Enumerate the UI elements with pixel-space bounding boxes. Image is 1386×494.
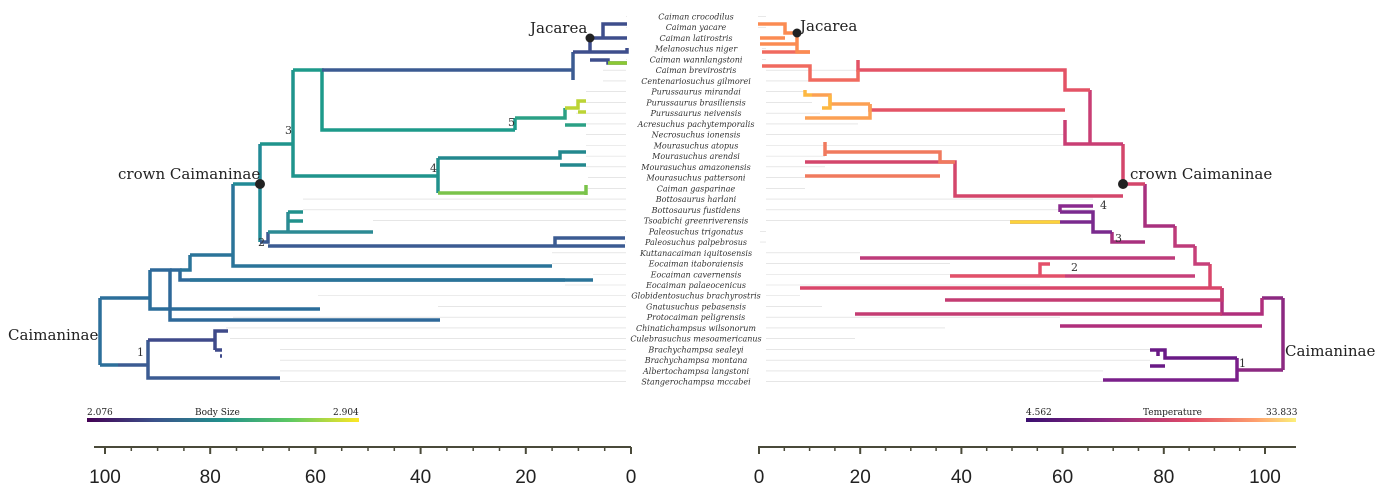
taxon-label: Eocaiman itaboraiensis	[648, 260, 744, 269]
jacarea-node-right	[792, 28, 802, 38]
taxon-label: Globidentosuchus brachyrostris	[631, 292, 761, 301]
taxon-label: Stangerochampsa mccabei	[641, 378, 751, 387]
taxon-label: Brachychampsa montana	[644, 356, 748, 365]
taxon-label: Caiman latirostris	[659, 34, 732, 43]
left-node-number-2: 2	[258, 236, 265, 249]
left-axis-tick-label: 40	[410, 467, 431, 488]
taxon-label: Caiman wannlangstoni	[650, 55, 743, 64]
taxon-label: Chinatichampsus wilsonorum	[636, 324, 756, 333]
jacarea-node-left	[585, 33, 595, 43]
right-node-number-4: 4	[1100, 199, 1107, 212]
clade-annotations: Jacarea Jacarea crown Caimaninae crown C…	[8, 17, 1375, 370]
crown-label-right: crown Caimaninae	[1130, 165, 1272, 183]
left-node-number-3: 3	[285, 124, 292, 137]
left-axis-tick-label: 20	[515, 467, 536, 488]
caimaninae-label-left: Caimaninae	[8, 326, 98, 344]
temperature-legend: 4.562 Temperature 33.833	[1026, 408, 1298, 422]
taxon-label: Mourasuchus amazonensis	[640, 163, 750, 172]
temperature-min: 4.562	[1026, 408, 1052, 418]
taxon-label: Purussaurus mirandai	[650, 88, 741, 97]
taxon-label: Purussaurus neivensis	[650, 109, 742, 118]
left-node-number-4: 4	[430, 162, 437, 175]
left-node-number-5: 5	[508, 116, 515, 129]
taxon-label: Necrosuchus ionensis	[651, 131, 741, 140]
taxon-label: Bottosaurus harlani	[655, 195, 737, 204]
crown-label-left: crown Caimaninae	[118, 165, 260, 183]
taxon-label: Brachychampsa sealeyi	[647, 345, 744, 354]
left-axis-tick-label: 80	[200, 467, 221, 488]
right-tree-temperature	[758, 22, 1285, 382]
jacarea-label-right: Jacarea	[798, 17, 857, 35]
taxon-label: Mourasuchus arendsi	[651, 152, 740, 161]
left-axis-tick-label: 60	[305, 467, 326, 488]
right-node-number-2: 2	[1071, 261, 1078, 274]
taxon-label: Paleosuchus trigonatus	[648, 227, 744, 236]
taxon-label: Caiman gasparinae	[657, 184, 736, 193]
right-node-number-3: 3	[1115, 232, 1122, 245]
taxon-label: Albertochampsa langstoni	[642, 367, 749, 376]
taxon-label: Caiman yacare	[666, 23, 727, 32]
taxon-label: Bottosaurus fustidens	[651, 206, 741, 215]
taxon-label: Melanosuchus niger	[654, 45, 738, 54]
left-axis-tick-label: 100	[89, 467, 121, 488]
body-size-colorbar	[87, 418, 359, 422]
taxon-label: Purussaurus brasiliensis	[645, 98, 745, 107]
temperature-title: Temperature	[1143, 408, 1202, 418]
jacarea-label-left: Jacarea	[528, 19, 587, 37]
body-size-max: 2.904	[333, 408, 359, 418]
left-time-axis: 100 80 60 40 20 0	[89, 446, 637, 488]
right-axis-tick-label: 20	[850, 467, 871, 488]
right-axis-tick-label: 0	[754, 467, 765, 488]
right-node-number-1: 1	[1239, 357, 1246, 370]
right-time-axis: 0 20 40 60 80 100	[754, 446, 1296, 488]
right-axis-tick-label: 80	[1153, 467, 1174, 488]
taxon-label: Acresuchus pachytemporalis	[637, 120, 755, 129]
left-axis-tick-label: 0	[626, 467, 637, 488]
right-axis-tick-label: 60	[1052, 467, 1073, 488]
left-node-number-1: 1	[137, 346, 144, 359]
taxon-label: Gnatusuchus pebasensis	[646, 302, 746, 311]
taxon-label: Paleosuchus palpebrosus	[644, 238, 747, 247]
taxon-label: Caiman crocodilus	[658, 13, 733, 22]
taxon-label: Centenariosuchus gilmorei	[641, 77, 751, 86]
body-size-title: Body Size	[195, 408, 240, 418]
temperature-colorbar	[1026, 418, 1296, 422]
right-axis-tick-label: 100	[1249, 467, 1281, 488]
caimaninae-label-right: Caimaninae	[1285, 342, 1375, 360]
taxon-label: Eocaiman palaeocenicus	[645, 281, 746, 290]
taxon-label: Caiman brevirostris	[656, 66, 737, 75]
left-tree-body-size	[98, 22, 629, 380]
taxon-label: Mourasuchus pattersoni	[646, 174, 746, 183]
taxon-label: Eocaiman cavernensis	[650, 270, 742, 279]
body-size-legend: 2.076 Body Size 2.904	[87, 408, 359, 422]
crown-node-left	[255, 179, 265, 189]
crown-node-right	[1118, 179, 1128, 189]
taxon-label: Kuttanacaiman iquitosensis	[639, 249, 752, 258]
taxon-label: Culebrasuchus mesoamericanus	[630, 335, 761, 344]
body-size-min: 2.076	[87, 408, 113, 418]
right-axis-tick-label: 40	[951, 467, 972, 488]
taxon-label: Protocaiman peligrensis	[646, 313, 746, 322]
taxon-label: Mourasuchus atopus	[653, 141, 739, 150]
taxon-label: Tsoabichi greenriverensis	[644, 217, 749, 226]
temperature-max: 33.833	[1266, 408, 1298, 418]
